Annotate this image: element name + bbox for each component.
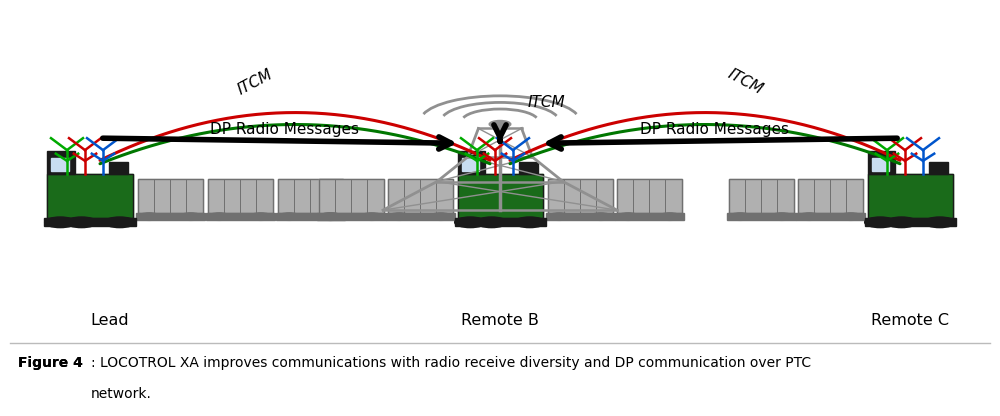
Text: DP Radio Messages: DP Radio Messages [210, 122, 360, 137]
Bar [318, 179, 384, 213]
Bar [208, 179, 272, 213]
Bar [386, 213, 455, 220]
Bar [868, 174, 952, 218]
Bar [546, 213, 614, 220]
Bar [278, 179, 343, 213]
Bar [454, 218, 546, 226]
Circle shape [924, 217, 955, 228]
Circle shape [66, 217, 97, 228]
Bar [868, 174, 952, 218]
Bar [47, 174, 132, 218]
Bar [138, 179, 202, 213]
Bar [519, 161, 538, 174]
Circle shape [320, 213, 342, 220]
Circle shape [489, 121, 511, 128]
Circle shape [455, 217, 486, 228]
Circle shape [361, 213, 383, 220]
Circle shape [617, 213, 639, 220]
Bar [864, 218, 956, 226]
Circle shape [548, 213, 570, 220]
Bar [614, 213, 684, 220]
Bar [929, 161, 948, 174]
Bar [458, 174, 542, 218]
Bar [318, 179, 384, 213]
Bar [316, 213, 386, 220]
Text: ITCM: ITCM [528, 95, 566, 110]
Bar [548, 179, 612, 213]
Bar [616, 179, 682, 213]
Circle shape [138, 213, 160, 220]
Circle shape [45, 217, 76, 228]
Text: DP Radio Messages: DP Radio Messages [640, 122, 790, 137]
Text: ITCM: ITCM [235, 67, 275, 97]
Bar [458, 151, 485, 174]
Bar [47, 174, 132, 218]
Text: : LOCOTROL XA improves communications with radio receive diversity and DP commun: : LOCOTROL XA improves communications wi… [91, 356, 811, 370]
Bar [109, 161, 128, 174]
Bar [276, 213, 345, 220]
Bar [47, 151, 75, 174]
Circle shape [798, 213, 820, 220]
Circle shape [771, 213, 793, 220]
Circle shape [208, 213, 230, 220]
Circle shape [476, 217, 507, 228]
Bar [798, 179, 862, 213]
Bar [138, 179, 202, 213]
Bar [548, 179, 612, 213]
Bar [206, 213, 274, 220]
Circle shape [840, 213, 862, 220]
Circle shape [104, 217, 135, 228]
Text: Remote C: Remote C [871, 313, 949, 328]
Bar [729, 179, 794, 213]
Bar [44, 218, 136, 226]
Bar [868, 151, 895, 174]
Bar [388, 179, 453, 213]
Circle shape [729, 213, 751, 220]
Bar [462, 158, 479, 171]
Bar [616, 179, 682, 213]
Text: ITCM: ITCM [725, 67, 765, 97]
Circle shape [250, 213, 272, 220]
Text: Figure 4: Figure 4 [18, 356, 83, 370]
Bar [388, 179, 453, 213]
Circle shape [319, 213, 341, 220]
Bar [872, 158, 889, 171]
Circle shape [865, 217, 896, 228]
Text: Figure 4: Figure 4 [18, 356, 83, 370]
Circle shape [278, 213, 300, 220]
Text: Remote B: Remote B [461, 313, 539, 328]
Bar [798, 179, 862, 213]
Bar [136, 213, 205, 220]
Circle shape [430, 213, 452, 220]
Bar [52, 158, 69, 171]
Bar [727, 213, 796, 220]
Bar [278, 179, 343, 213]
Text: Lead: Lead [90, 313, 129, 328]
Bar [729, 179, 794, 213]
Bar [458, 174, 542, 218]
Bar [208, 179, 272, 213]
Circle shape [180, 213, 202, 220]
Bar [796, 213, 864, 220]
Circle shape [886, 217, 917, 228]
Circle shape [590, 213, 612, 220]
Circle shape [514, 217, 545, 228]
Circle shape [388, 213, 410, 220]
Text: network.: network. [91, 387, 152, 401]
Circle shape [659, 213, 681, 220]
